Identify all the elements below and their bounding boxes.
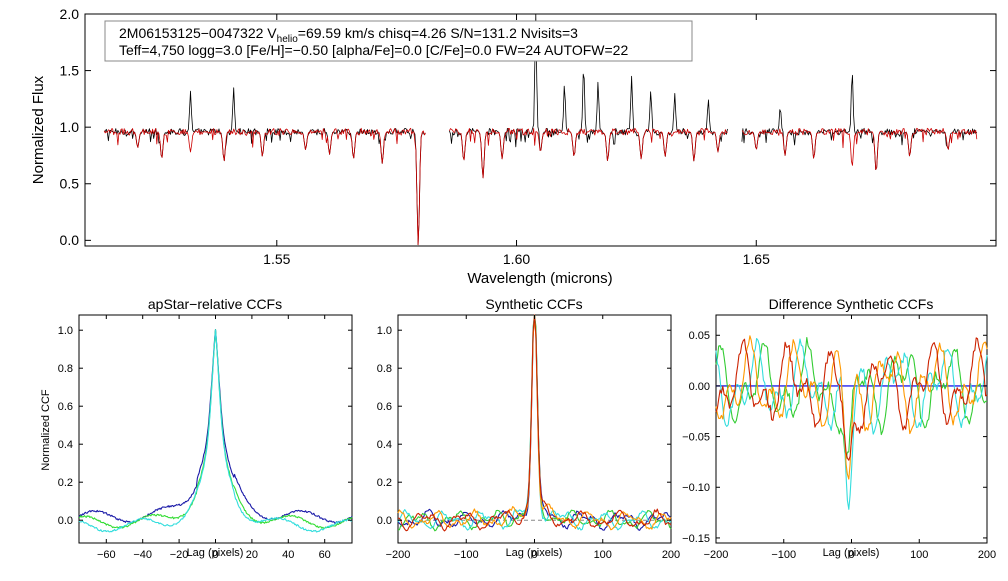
difference-ccf-line [715, 335, 988, 480]
x-tick-label: −60 [97, 549, 116, 561]
synthetic-ccf-series-group [397, 314, 672, 532]
x-tick-label: 40 [282, 549, 294, 561]
spectrum-info-line-1: 2M06153125−0047322 Vhelio=69.59 km/s chi… [119, 25, 578, 45]
synthetic-ccf-x-ticks: −200 −100 0 100 200 [386, 315, 680, 561]
y-tick-label: 0.5 [60, 176, 80, 192]
synthetic-ccf-y-ticks: 0.0 0.2 0.4 0.6 0.8 1.0 [377, 325, 671, 527]
apstar-ccf-series-group [78, 329, 353, 533]
y-tick-label: 0.8 [58, 363, 73, 375]
y-tick-label: 0.6 [58, 401, 73, 413]
y-tick-label: 1.5 [60, 62, 80, 78]
difference-ccf-x-ticks: −200 −100 0 100 200 [704, 315, 996, 561]
y-tick-label: 0.0 [377, 515, 392, 527]
x-tick-label: −40 [133, 549, 152, 561]
y-tick-label: 1.0 [58, 325, 73, 337]
vhelio-subscript: helio [277, 34, 299, 45]
synthetic-ccf-line [397, 314, 672, 531]
difference-ccf-y-ticks: −0.15 −0.10 −0.05 0.00 0.05 [682, 330, 987, 545]
x-tick-label: 1.55 [263, 251, 290, 267]
y-tick-label: −0.05 [682, 431, 710, 443]
difference-ccf-line [715, 337, 988, 510]
synthetic-ccf-line [397, 314, 672, 532]
synthetic-spectrum-line [449, 127, 728, 179]
synthetic-ccf-title: Synthetic CCFs [485, 296, 582, 312]
x-tick-label: 0 [212, 549, 218, 561]
y-tick-label: −0.15 [682, 533, 710, 545]
spectrum-x-ticks: 1.55 1.60 1.65 [263, 14, 770, 267]
spectrum-info-box [104, 20, 693, 62]
y-tick-label: 0.2 [377, 477, 392, 489]
apstar-ccf-y-ticks: 0.0 0.2 0.4 0.6 0.8 1.0 [58, 325, 352, 527]
synthetic-spectrum-line [103, 127, 426, 246]
apstar-ccf-plot-frame [78, 314, 353, 544]
star-id-vhelio-label: 2M06153125−0047322 V [119, 25, 277, 41]
observed-spectrum-line [449, 14, 728, 179]
y-tick-label: 0.8 [377, 363, 392, 375]
spectrum-plot-frame [84, 13, 997, 247]
x-tick-label: −20 [170, 549, 189, 561]
apstar-ccf-panel: −60 −40 −20 0 20 40 60 0.0 0.2 0.4 0.6 0.8 1.0 apSt… [40, 296, 353, 561]
y-tick-label: −0.10 [682, 482, 710, 494]
x-tick-label: 60 [319, 549, 331, 561]
y-tick-label: 0.4 [58, 439, 73, 451]
difference-ccf-line [715, 337, 988, 461]
spectrum-y-ticks: 0.0 0.5 1.0 1.5 2.0 [60, 6, 996, 248]
y-tick-label: 0.0 [60, 232, 80, 248]
x-tick-label: 100 [910, 549, 928, 561]
synthetic-ccf-panel: −200 −100 0 100 200 0.0 0.2 0.4 0.6 0.8 1.0 Synth… [377, 296, 680, 561]
apstar-ccf-x-ticks: −60 −40 −20 0 20 40 60 [97, 315, 331, 561]
y-tick-label: 1.0 [377, 325, 392, 337]
synthetic-ccf-x-axis-label: Lag (pixels) [506, 547, 563, 559]
x-tick-label: −200 [386, 549, 411, 561]
synthetic-ccf-line [397, 314, 672, 532]
observed-spectrum-line [741, 74, 978, 170]
apstar-ccf-line [78, 329, 353, 533]
difference-ccf-series-group [715, 335, 988, 510]
x-tick-label: 200 [662, 549, 680, 561]
spectrum-x-axis-label: Wavelength (microns) [467, 270, 612, 287]
observed-spectrum-line [103, 87, 426, 246]
spectrum-info-line-2: Teff=4,750 logg=3.0 [Fe/H]=−0.50 [alpha/… [119, 42, 628, 58]
difference-ccf-panel: −200 −100 0 100 200 −0.15−0.10−0.050.000.05 … [682, 296, 996, 561]
x-tick-label: −100 [771, 549, 796, 561]
x-tick-label: 1.65 [743, 251, 770, 267]
synthetic-ccf-line [397, 314, 672, 531]
x-tick-label: −200 [704, 549, 729, 561]
synthetic-spectrum-line [741, 127, 978, 170]
spectrum-series-group [103, 14, 978, 246]
spectrum-y-axis-label: Normalized Flux [30, 75, 47, 184]
x-tick-label: 200 [978, 549, 996, 561]
y-tick-label: 0.00 [689, 381, 710, 393]
x-tick-label: 20 [246, 549, 258, 561]
apstar-ccf-x-axis-label: Lag (pixels) [187, 547, 244, 559]
y-tick-label: 0.0 [58, 515, 73, 527]
y-tick-label: 1.0 [60, 119, 80, 135]
difference-ccf-title: Difference Synthetic CCFs [769, 296, 934, 312]
spectrum-panel: 1.55 1.60 1.65 0.0 0.5 1.0 1.5 2.0 Wavelength … [30, 6, 997, 287]
x-tick-label: 1.60 [503, 251, 530, 267]
synthetic-ccf-line [397, 314, 672, 531]
apstar-ccf-y-axis-label: Normalized CCF [40, 389, 52, 471]
difference-ccf-line [715, 336, 987, 460]
x-tick-label: 0 [531, 549, 537, 561]
y-tick-label: 0.05 [689, 330, 710, 342]
apstar-ccf-line [79, 329, 353, 530]
y-tick-label: 0.2 [58, 477, 73, 489]
x-tick-label: 0 [848, 549, 854, 561]
synthetic-ccf-plot-frame [397, 314, 672, 544]
apstar-ccf-title: apStar−relative CCFs [148, 296, 282, 312]
y-tick-label: 2.0 [60, 6, 80, 22]
fit-summary-text: =69.59 km/s chisq=4.26 S/N=131.2 Nvisits… [298, 25, 578, 41]
apstar-ccf-line [78, 329, 353, 524]
y-tick-label: 0.6 [377, 401, 392, 413]
x-tick-label: 100 [594, 549, 612, 561]
y-tick-label: 0.4 [377, 439, 392, 451]
difference-ccf-x-axis-label: Lag (pixels) [823, 547, 880, 559]
x-tick-label: −100 [454, 549, 479, 561]
